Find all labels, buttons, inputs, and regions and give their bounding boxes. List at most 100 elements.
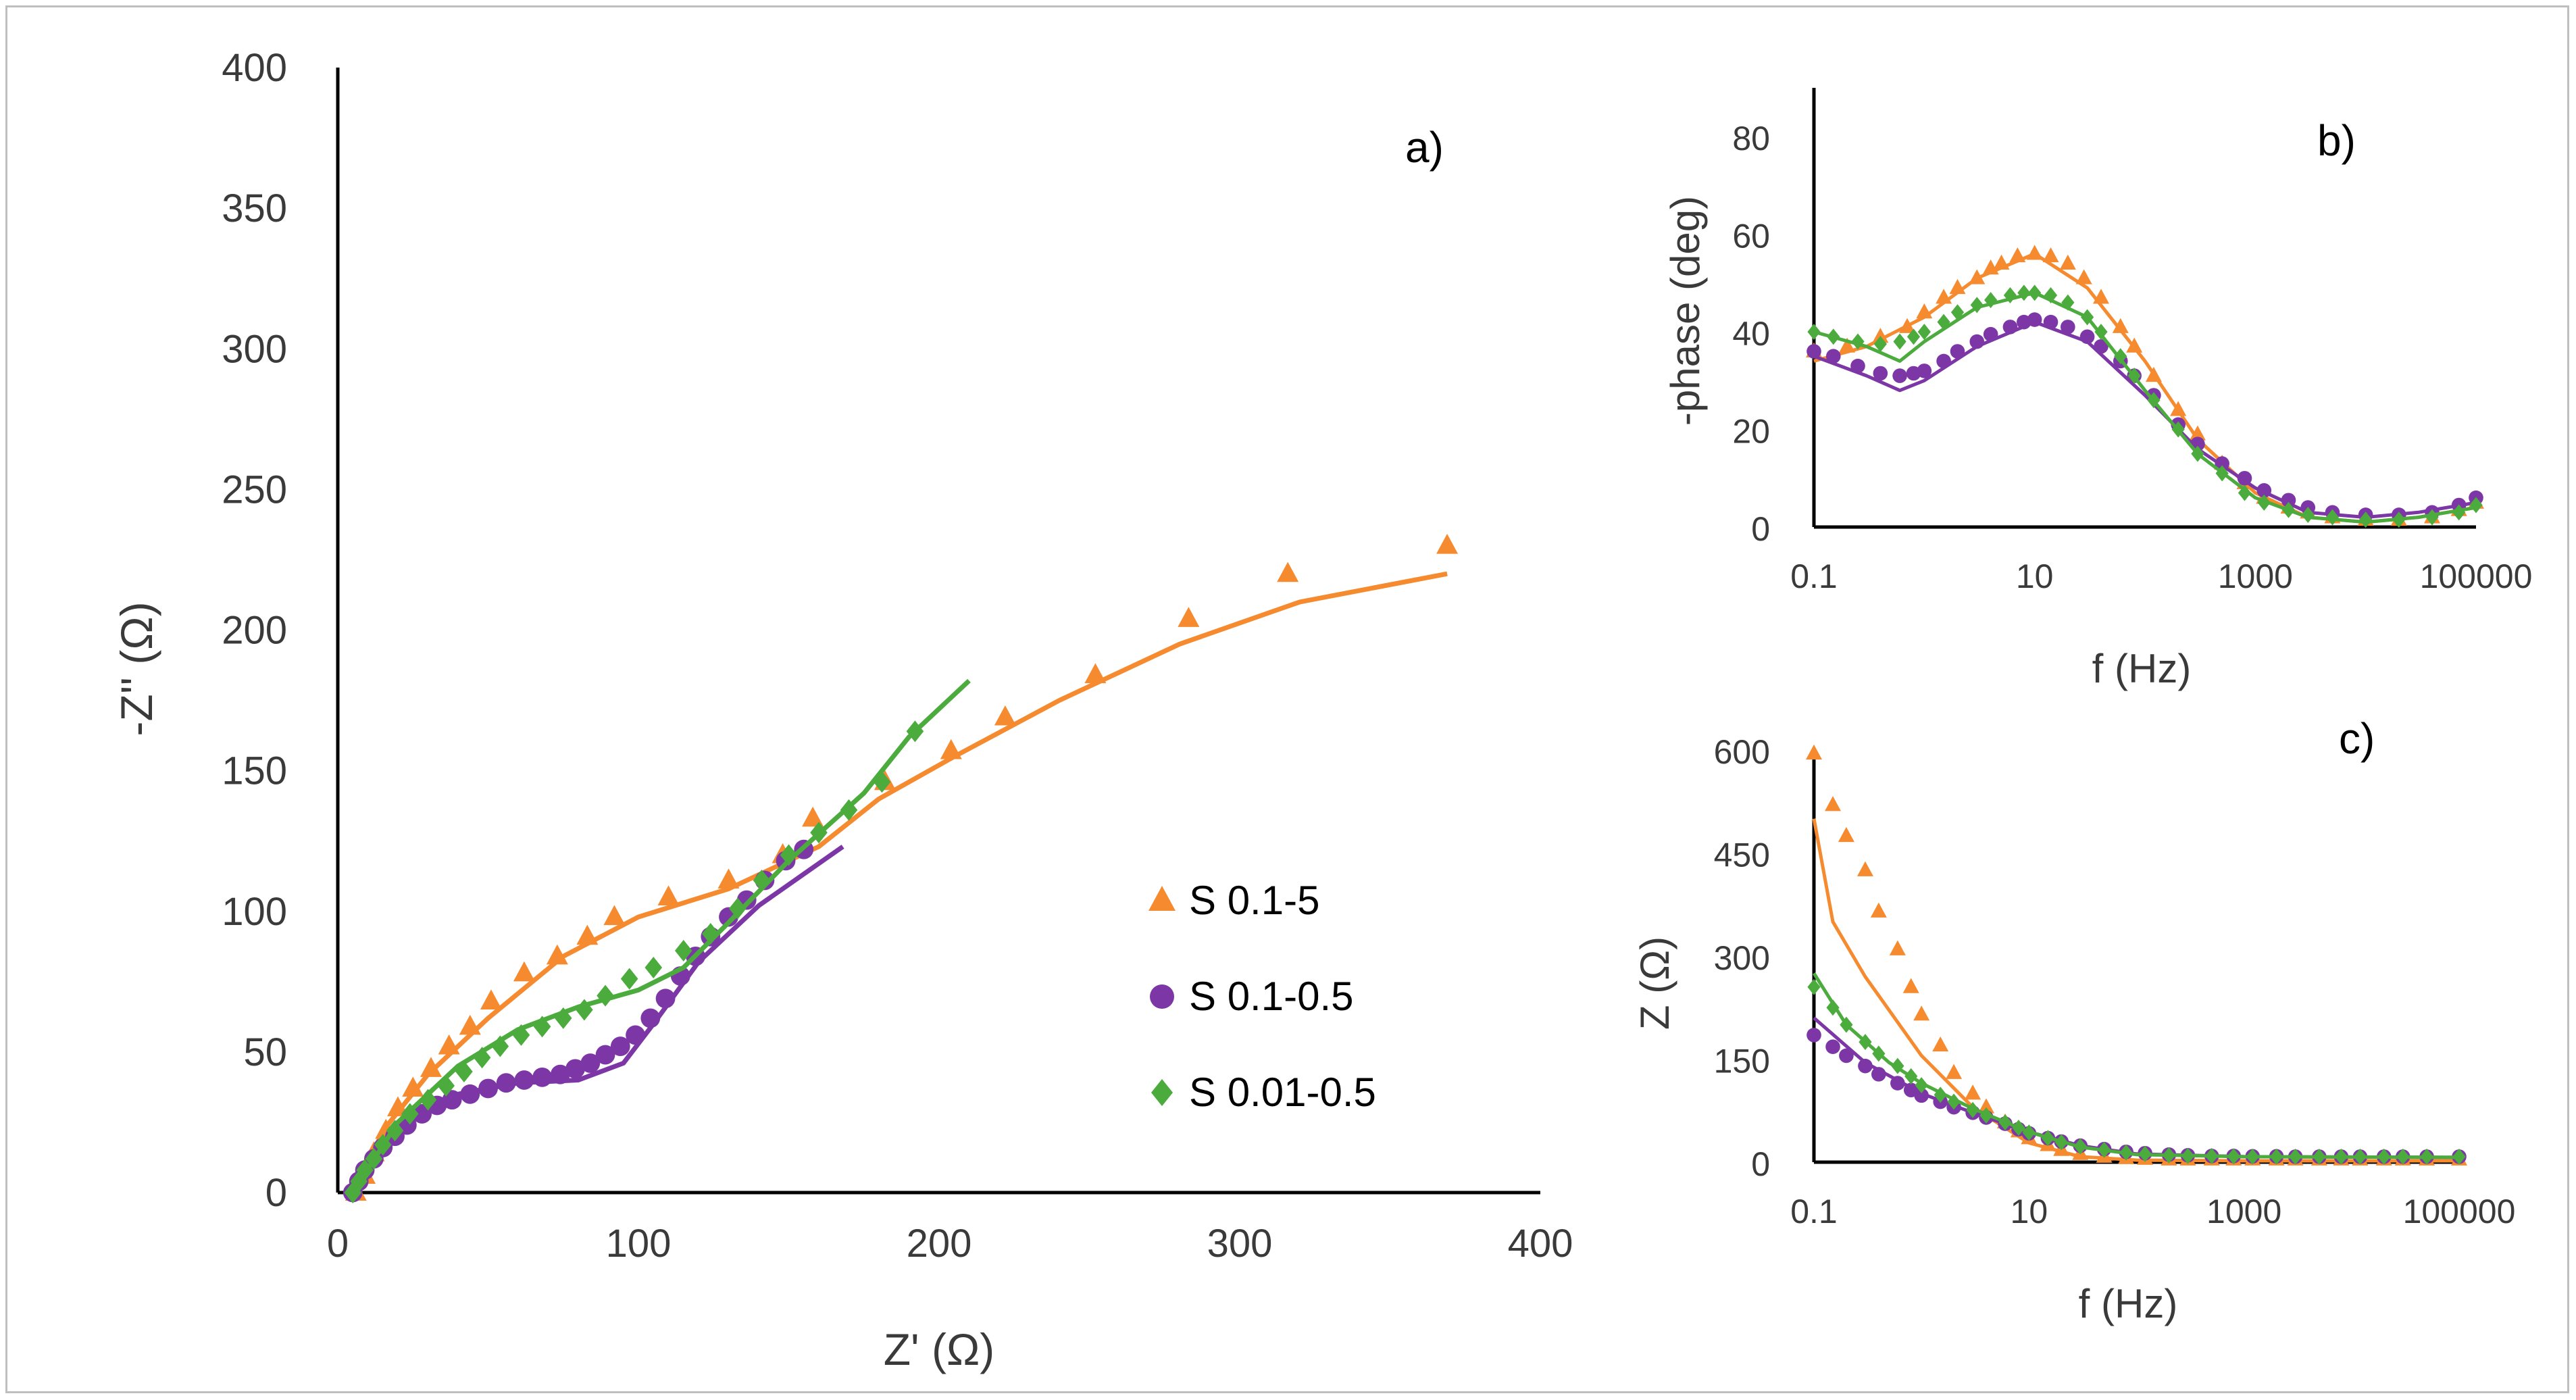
panel-a-data-point (512, 1024, 530, 1046)
panel-a-data-point (1084, 663, 1107, 684)
panel-a-data-point (674, 940, 692, 962)
panel-b-data-point (1807, 344, 1821, 359)
panel-b-data-point (2043, 314, 2059, 330)
panel-c-data-point (1914, 1088, 1929, 1103)
panel-a-data-point (491, 1035, 509, 1057)
panel-b-y-tick-label: 0 (1751, 510, 1770, 548)
panel-c-data-point (1904, 1068, 1918, 1084)
panel-a-data-point (657, 885, 680, 905)
panel-a-data-point (419, 1089, 437, 1111)
panel-b-phase-plot: b) f (Hz) -phase (deg) 0.1 10 1000 100000 0 2… (1663, 88, 2532, 691)
panel-b-data-point (1937, 314, 1950, 330)
panel-b-data-point (2147, 392, 2161, 409)
panel-b-data-point (2215, 456, 2229, 471)
panel-c-data-point (1840, 1016, 1853, 1033)
panel-a-data-point (780, 844, 798, 866)
panel-a-data-point (655, 989, 676, 1009)
panel-c-data-point (1870, 902, 1887, 918)
panel-c-data-point (2012, 1120, 2025, 1136)
panel-a-data-point (565, 1059, 585, 1079)
panel-b-data-point (1916, 303, 1933, 319)
panel-a-data-point (401, 1103, 419, 1125)
panel-a-data-point (626, 1025, 645, 1045)
panel-c-data-point (2313, 1148, 2326, 1165)
panel-a-y-axis-title: -Z'' (Ω) (111, 601, 161, 736)
panel-c-data-point (2162, 1147, 2176, 1164)
panel-a-data-point (1277, 561, 1299, 582)
panel-c-y-tick-label: 600 (1714, 733, 1770, 771)
panel-b-data-point (1950, 304, 1965, 321)
panel-b-data-point (1892, 368, 1907, 383)
panel-b-data-point (2452, 504, 2466, 521)
legend-label-s01-05: S 0.1-0.5 (1189, 974, 1354, 1019)
panel-a-data-point (356, 1159, 374, 1181)
panel-a-data-point (645, 957, 663, 978)
panel-b-data-point (2017, 284, 2031, 301)
panel-c-data-point (2269, 1148, 2283, 1165)
panel-c-data-point (1872, 1045, 1886, 1062)
panel-c-data-point (2334, 1148, 2348, 1165)
panel-a-x-tick-label: 0 (327, 1222, 349, 1266)
panel-b-data-point (2301, 506, 2315, 523)
panel-c-data-point (1839, 1048, 1854, 1064)
panel-a-data-point (580, 1053, 601, 1073)
panel-b-y-tick-label: 80 (1732, 120, 1770, 157)
panel-b-data-point (1983, 326, 1998, 342)
panel-b-data-point (2171, 421, 2185, 438)
panel-b-data-point (1917, 364, 1932, 378)
panel-b-data-point (2392, 511, 2406, 528)
panel-b-x-axis-title: f (Hz) (2092, 646, 2192, 691)
panel-a-series-2 (344, 678, 971, 1203)
panel-b-label: b) (2317, 116, 2356, 165)
panel-a-data-point (576, 999, 593, 1021)
panel-a-data-point (717, 868, 740, 889)
panel-a-y-tick-label: 0 (266, 1171, 287, 1215)
panel-c-x-tick-label: 100000 (2403, 1193, 2516, 1230)
panel-c-x-axis-title: f (Hz) (2079, 1281, 2178, 1326)
panel-b-data-point (2026, 245, 2043, 260)
panel-a-data-point (702, 923, 719, 945)
panel-a-data-point (994, 705, 1016, 726)
legend-marker-triangle (1148, 886, 1176, 911)
panel-a-data-point (597, 984, 614, 1007)
panel-a-data-point (1178, 607, 1200, 627)
panel-c-data-point (1825, 796, 1842, 811)
panel-a-data-point (603, 905, 626, 926)
panel-a-data-point (532, 1067, 552, 1087)
panel-b-data-point (2044, 286, 2058, 303)
panel-c-label: c) (2339, 714, 2375, 763)
panel-a-data-point (802, 806, 824, 827)
panel-a-fit-line-1 (351, 845, 844, 1194)
panel-b-data-point (1825, 349, 1841, 364)
panel-c-fit-line-2 (1812, 972, 2460, 1159)
panel-a-data-point (402, 1076, 424, 1097)
panel-b-data-point (2281, 493, 2296, 508)
panel-c-data-point (1966, 1101, 1979, 1118)
panel-a-data-point (438, 1034, 460, 1055)
panel-a-y-tick-label: 100 (222, 890, 287, 934)
panel-c-x-tick-label: 0.1 (1790, 1193, 1838, 1230)
panel-b-data-point (1899, 318, 1916, 333)
panel-a-data-point (365, 1148, 383, 1170)
panel-b-data-point (2093, 289, 2110, 304)
panel-b-data-point (2238, 484, 2252, 501)
panel-a-data-point (640, 1008, 661, 1028)
panel-b-data-point (1969, 269, 1986, 284)
panel-b-data-point (2061, 320, 2075, 334)
panel-a-data-point (513, 961, 535, 982)
panel-a-data-point (374, 1134, 392, 1156)
panel-a-x-tick-label: 100 (606, 1222, 672, 1266)
panel-b-data-point (2028, 284, 2042, 301)
panel-a-data-point (753, 869, 771, 891)
panel-b-data-point (2325, 509, 2340, 526)
panel-b-data-point (1970, 297, 1984, 314)
panel-a-x-axis-title: Z' (Ω) (884, 1324, 995, 1374)
panel-c-y-tick-label: 450 (1714, 836, 1770, 874)
panel-b-x-tick-label: 10 (2016, 557, 2054, 595)
panel-a-data-point (344, 1182, 362, 1203)
panel-b-data-point (2126, 337, 2143, 353)
panel-b-data-point (1969, 334, 1985, 349)
panel-a-data-point (478, 1078, 498, 1099)
panel-b-data-point (1872, 328, 1889, 343)
panel-c-data-point (2181, 1147, 2195, 1164)
